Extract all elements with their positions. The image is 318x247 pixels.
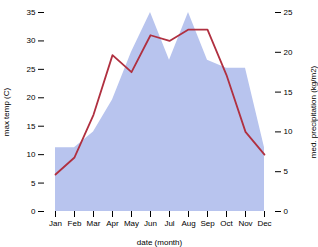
svg-text:Oct: Oct bbox=[220, 219, 233, 228]
svg-text:5: 5 bbox=[31, 179, 36, 188]
svg-text:max temp (C): max temp (C) bbox=[2, 87, 11, 136]
svg-text:May: May bbox=[124, 219, 139, 228]
svg-text:15: 15 bbox=[27, 122, 36, 131]
svg-text:15: 15 bbox=[284, 88, 293, 97]
svg-text:Mar: Mar bbox=[87, 219, 101, 228]
svg-text:10: 10 bbox=[284, 127, 293, 136]
svg-text:20: 20 bbox=[27, 93, 36, 102]
svg-text:Jul: Jul bbox=[164, 219, 174, 228]
svg-text:med. precipitation (kg/m2): med. precipitation (kg/m2) bbox=[309, 65, 318, 158]
svg-text:20: 20 bbox=[284, 48, 293, 57]
svg-text:25: 25 bbox=[284, 8, 293, 17]
svg-text:Aug: Aug bbox=[181, 219, 195, 228]
svg-text:Sep: Sep bbox=[200, 219, 215, 228]
svg-text:Nov: Nov bbox=[238, 219, 252, 228]
svg-text:Jun: Jun bbox=[144, 219, 157, 228]
svg-text:Apr: Apr bbox=[106, 219, 119, 228]
svg-text:Feb: Feb bbox=[68, 219, 82, 228]
svg-text:0: 0 bbox=[31, 207, 36, 216]
svg-text:10: 10 bbox=[27, 150, 36, 159]
svg-text:date (month): date (month) bbox=[137, 238, 183, 247]
svg-text:5: 5 bbox=[284, 167, 289, 176]
svg-text:25: 25 bbox=[27, 65, 36, 74]
svg-text:0: 0 bbox=[284, 207, 289, 216]
svg-text:35: 35 bbox=[27, 8, 36, 17]
svg-text:30: 30 bbox=[27, 36, 36, 45]
svg-text:Dec: Dec bbox=[257, 219, 271, 228]
svg-text:Jan: Jan bbox=[49, 219, 62, 228]
